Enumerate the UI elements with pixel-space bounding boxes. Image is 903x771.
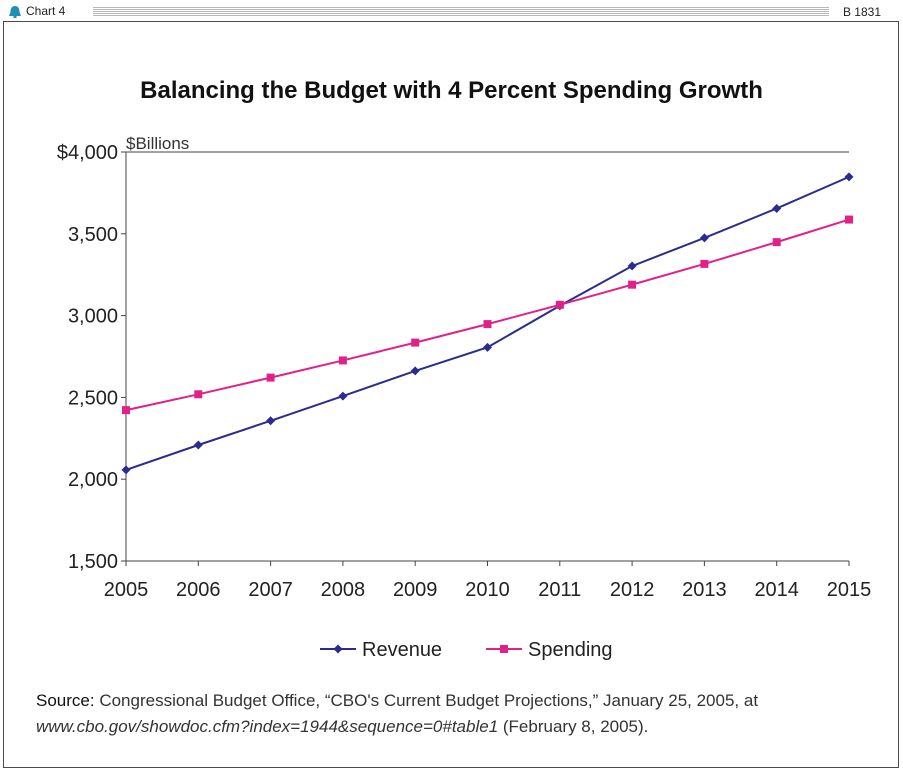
- x-tick-label: 2009: [393, 579, 438, 601]
- revenue-point: [121, 465, 131, 475]
- chart-label-group: Chart 4: [8, 4, 69, 18]
- y-tick-label: $4,000: [57, 142, 118, 164]
- source-text: Congressional Budget Office, “CBO's Curr…: [94, 691, 759, 710]
- x-tick-label: 2006: [176, 579, 221, 601]
- chart-number-label: Chart 4: [26, 4, 69, 18]
- legend-label-spending: Spending: [528, 639, 613, 661]
- spending-point: [483, 320, 492, 329]
- y-tick-label: 3,000: [68, 306, 118, 328]
- spending-point: [700, 259, 709, 268]
- x-tick-label: 2005: [104, 579, 149, 601]
- source-note: Source: Congressional Budget Office, “CB…: [36, 688, 876, 740]
- source-url: www.cbo.gov/showdoc.cfm?index=1944&seque…: [36, 717, 499, 736]
- spending-point: [555, 300, 564, 309]
- y-tick-label: 3,500: [68, 224, 118, 246]
- chart-title: Balancing the Budget with 4 Percent Spen…: [140, 77, 763, 104]
- revenue-point: [483, 342, 492, 352]
- spending-point: [194, 390, 203, 399]
- spending-point: [411, 338, 420, 347]
- series-line-spending: [125, 218, 850, 412]
- spending-point: [266, 373, 275, 382]
- source-date: (February 8, 2005).: [498, 717, 649, 736]
- y-tick-label: 2,500: [68, 387, 118, 409]
- revenue-point: [772, 203, 782, 213]
- revenue-point: [193, 440, 203, 450]
- spending-point: [628, 280, 637, 289]
- x-tick-label: 2012: [610, 579, 655, 601]
- line-chart: $Billions 1,500 2,000 2,500 3,000 3,500 $4,000…: [57, 134, 872, 661]
- spending-point: [772, 238, 781, 247]
- revenue-point: [266, 416, 276, 426]
- x-tick-label: 2011: [538, 579, 581, 601]
- spending-point: [338, 356, 347, 365]
- x-tick-label: 2015: [827, 579, 872, 601]
- document-id: B 1831: [838, 5, 881, 19]
- y-unit-label: $Billions: [126, 134, 189, 153]
- revenue-point: [410, 366, 420, 376]
- x-tick-label: 2008: [321, 579, 366, 601]
- x-tick-label: 2013: [682, 579, 727, 601]
- header-rule-lines: [93, 6, 829, 17]
- bell-icon: [9, 5, 21, 18]
- spending-point: [845, 215, 853, 224]
- x-tick-label: 2007: [248, 579, 293, 601]
- revenue-point: [338, 391, 348, 401]
- y-tick-label: 2,000: [68, 469, 118, 491]
- revenue-point: [627, 261, 637, 271]
- x-tick-label: 2014: [754, 579, 799, 601]
- x-tick-label: 2010: [465, 579, 510, 601]
- spending-point: [122, 406, 130, 415]
- header-bar: Chart 4 B 1831: [3, 2, 899, 22]
- y-tick-label: 1,500: [68, 551, 118, 573]
- legend-label-revenue: Revenue: [362, 639, 442, 661]
- revenue-point: [699, 233, 709, 243]
- revenue-point: [844, 172, 854, 182]
- legend-marker-spending: [500, 645, 508, 653]
- legend-marker-revenue: [333, 644, 343, 654]
- source-label: Source:: [36, 691, 95, 710]
